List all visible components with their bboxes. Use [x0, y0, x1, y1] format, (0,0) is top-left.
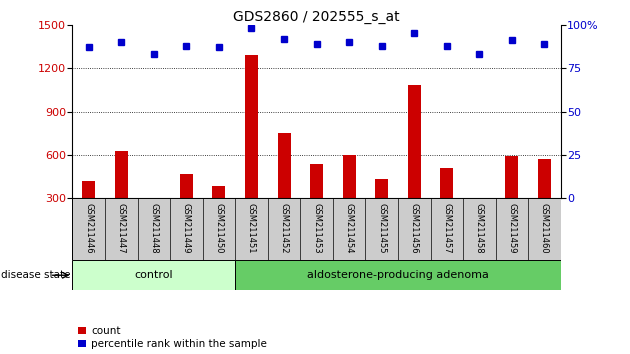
Text: GSM211456: GSM211456: [410, 202, 419, 253]
Bar: [212, 186, 226, 242]
Bar: [245, 55, 258, 242]
Text: GSM211451: GSM211451: [247, 203, 256, 253]
Text: GSM211449: GSM211449: [182, 203, 191, 253]
Text: GSM211452: GSM211452: [280, 203, 289, 253]
Bar: [310, 164, 323, 242]
Bar: [147, 202, 161, 242]
Bar: [538, 159, 551, 242]
Bar: [408, 85, 421, 242]
Bar: [180, 174, 193, 242]
Legend: count, percentile rank within the sample: count, percentile rank within the sample: [77, 326, 267, 349]
Text: aldosterone-producing adenoma: aldosterone-producing adenoma: [307, 270, 489, 280]
Text: control: control: [135, 270, 173, 280]
Bar: [278, 133, 290, 242]
Text: GSM211455: GSM211455: [377, 203, 386, 253]
Text: GSM211448: GSM211448: [149, 202, 158, 253]
Title: GDS2860 / 202555_s_at: GDS2860 / 202555_s_at: [233, 10, 400, 24]
Bar: [375, 179, 388, 242]
Text: GSM211453: GSM211453: [312, 202, 321, 253]
Text: GSM211454: GSM211454: [345, 203, 353, 253]
Bar: [72, 198, 561, 260]
Bar: [473, 204, 486, 242]
Text: GSM211459: GSM211459: [507, 203, 517, 253]
Bar: [82, 181, 95, 242]
Text: GSM211457: GSM211457: [442, 202, 451, 253]
Text: GSM211450: GSM211450: [214, 203, 224, 253]
Text: GSM211458: GSM211458: [475, 202, 484, 253]
Bar: [115, 150, 128, 242]
Bar: [505, 156, 518, 242]
Text: GSM211447: GSM211447: [117, 202, 126, 253]
Text: disease state: disease state: [1, 270, 71, 280]
Text: GSM211460: GSM211460: [540, 202, 549, 253]
Bar: [440, 168, 454, 242]
Text: GSM211446: GSM211446: [84, 202, 93, 253]
Bar: [343, 155, 355, 242]
Bar: [72, 260, 235, 290]
Bar: [235, 260, 561, 290]
